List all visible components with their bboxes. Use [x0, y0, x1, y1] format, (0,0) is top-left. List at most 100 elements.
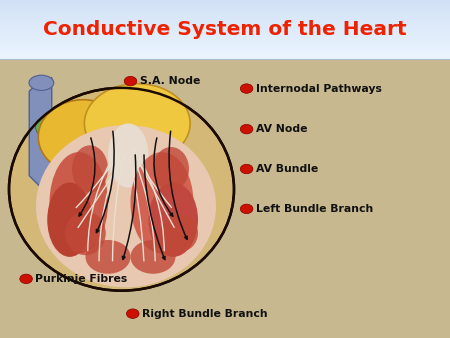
- FancyBboxPatch shape: [0, 19, 450, 21]
- FancyBboxPatch shape: [0, 56, 450, 58]
- Circle shape: [240, 164, 253, 174]
- FancyBboxPatch shape: [0, 37, 450, 39]
- FancyBboxPatch shape: [0, 58, 450, 59]
- Circle shape: [20, 274, 32, 284]
- FancyBboxPatch shape: [0, 23, 450, 24]
- FancyBboxPatch shape: [0, 45, 450, 47]
- FancyBboxPatch shape: [0, 35, 450, 37]
- FancyBboxPatch shape: [0, 17, 450, 19]
- FancyBboxPatch shape: [0, 13, 450, 14]
- FancyBboxPatch shape: [0, 53, 450, 54]
- Text: Left Bundle Branch: Left Bundle Branch: [256, 204, 373, 214]
- FancyBboxPatch shape: [0, 53, 450, 55]
- Ellipse shape: [148, 183, 198, 257]
- FancyBboxPatch shape: [0, 50, 450, 51]
- FancyBboxPatch shape: [0, 34, 450, 35]
- FancyBboxPatch shape: [0, 55, 450, 57]
- Text: AV Node: AV Node: [256, 124, 307, 134]
- FancyBboxPatch shape: [0, 47, 450, 49]
- Ellipse shape: [47, 183, 92, 257]
- Ellipse shape: [85, 84, 190, 163]
- FancyBboxPatch shape: [0, 19, 450, 20]
- FancyBboxPatch shape: [0, 18, 450, 19]
- FancyBboxPatch shape: [0, 57, 450, 58]
- Ellipse shape: [9, 88, 234, 291]
- Text: AV Bundle: AV Bundle: [256, 164, 318, 174]
- FancyBboxPatch shape: [0, 8, 450, 9]
- FancyBboxPatch shape: [0, 5, 450, 7]
- Text: S.A. Node: S.A. Node: [140, 76, 200, 86]
- FancyBboxPatch shape: [0, 48, 450, 50]
- FancyBboxPatch shape: [0, 28, 450, 30]
- Ellipse shape: [108, 123, 148, 188]
- FancyBboxPatch shape: [0, 44, 450, 46]
- FancyBboxPatch shape: [0, 30, 450, 32]
- FancyBboxPatch shape: [0, 47, 450, 48]
- FancyBboxPatch shape: [0, 39, 450, 40]
- FancyBboxPatch shape: [0, 46, 450, 47]
- FancyBboxPatch shape: [0, 42, 450, 44]
- Circle shape: [240, 124, 253, 134]
- FancyBboxPatch shape: [0, 51, 450, 52]
- FancyBboxPatch shape: [0, 14, 450, 15]
- Text: Internodal Pathways: Internodal Pathways: [256, 83, 382, 94]
- FancyBboxPatch shape: [0, 21, 450, 22]
- FancyBboxPatch shape: [0, 35, 450, 36]
- FancyBboxPatch shape: [0, 44, 450, 45]
- FancyBboxPatch shape: [0, 27, 450, 29]
- FancyBboxPatch shape: [0, 2, 450, 3]
- FancyBboxPatch shape: [0, 9, 450, 10]
- FancyBboxPatch shape: [0, 49, 450, 50]
- Ellipse shape: [36, 125, 216, 287]
- FancyBboxPatch shape: [0, 10, 450, 12]
- FancyBboxPatch shape: [0, 22, 450, 24]
- FancyBboxPatch shape: [0, 39, 450, 41]
- Ellipse shape: [86, 240, 130, 274]
- Ellipse shape: [38, 100, 128, 174]
- Ellipse shape: [29, 75, 54, 90]
- FancyBboxPatch shape: [0, 24, 450, 26]
- FancyBboxPatch shape: [0, 32, 450, 33]
- Ellipse shape: [50, 152, 108, 254]
- FancyBboxPatch shape: [0, 0, 450, 1]
- Ellipse shape: [72, 145, 108, 193]
- Ellipse shape: [65, 211, 106, 255]
- FancyBboxPatch shape: [0, 55, 450, 56]
- Ellipse shape: [162, 215, 198, 252]
- Circle shape: [240, 204, 253, 214]
- Text: Purkinje Fibres: Purkinje Fibres: [35, 274, 127, 284]
- FancyBboxPatch shape: [0, 16, 450, 17]
- FancyBboxPatch shape: [0, 16, 450, 18]
- FancyBboxPatch shape: [0, 42, 450, 43]
- FancyBboxPatch shape: [0, 0, 450, 1]
- FancyBboxPatch shape: [0, 2, 450, 4]
- Ellipse shape: [130, 240, 176, 274]
- FancyBboxPatch shape: [0, 3, 450, 4]
- Text: Conductive System of the Heart: Conductive System of the Heart: [43, 20, 407, 39]
- FancyBboxPatch shape: [0, 33, 450, 35]
- FancyBboxPatch shape: [0, 38, 450, 39]
- FancyBboxPatch shape: [0, 29, 450, 30]
- Circle shape: [240, 84, 253, 93]
- FancyBboxPatch shape: [0, 14, 450, 16]
- Ellipse shape: [90, 138, 115, 156]
- FancyBboxPatch shape: [0, 52, 450, 53]
- FancyBboxPatch shape: [0, 41, 450, 42]
- FancyBboxPatch shape: [0, 43, 450, 44]
- FancyBboxPatch shape: [0, 40, 450, 42]
- FancyBboxPatch shape: [0, 11, 450, 13]
- FancyBboxPatch shape: [0, 6, 450, 7]
- FancyBboxPatch shape: [0, 15, 450, 16]
- Ellipse shape: [130, 152, 194, 254]
- FancyBboxPatch shape: [0, 31, 450, 32]
- FancyBboxPatch shape: [0, 24, 450, 25]
- FancyBboxPatch shape: [0, 25, 450, 27]
- FancyBboxPatch shape: [0, 36, 450, 38]
- FancyBboxPatch shape: [0, 50, 450, 52]
- FancyBboxPatch shape: [0, 4, 450, 5]
- FancyBboxPatch shape: [0, 22, 450, 23]
- Polygon shape: [29, 78, 52, 189]
- Ellipse shape: [153, 147, 189, 191]
- FancyBboxPatch shape: [0, 20, 450, 21]
- FancyBboxPatch shape: [0, 30, 450, 31]
